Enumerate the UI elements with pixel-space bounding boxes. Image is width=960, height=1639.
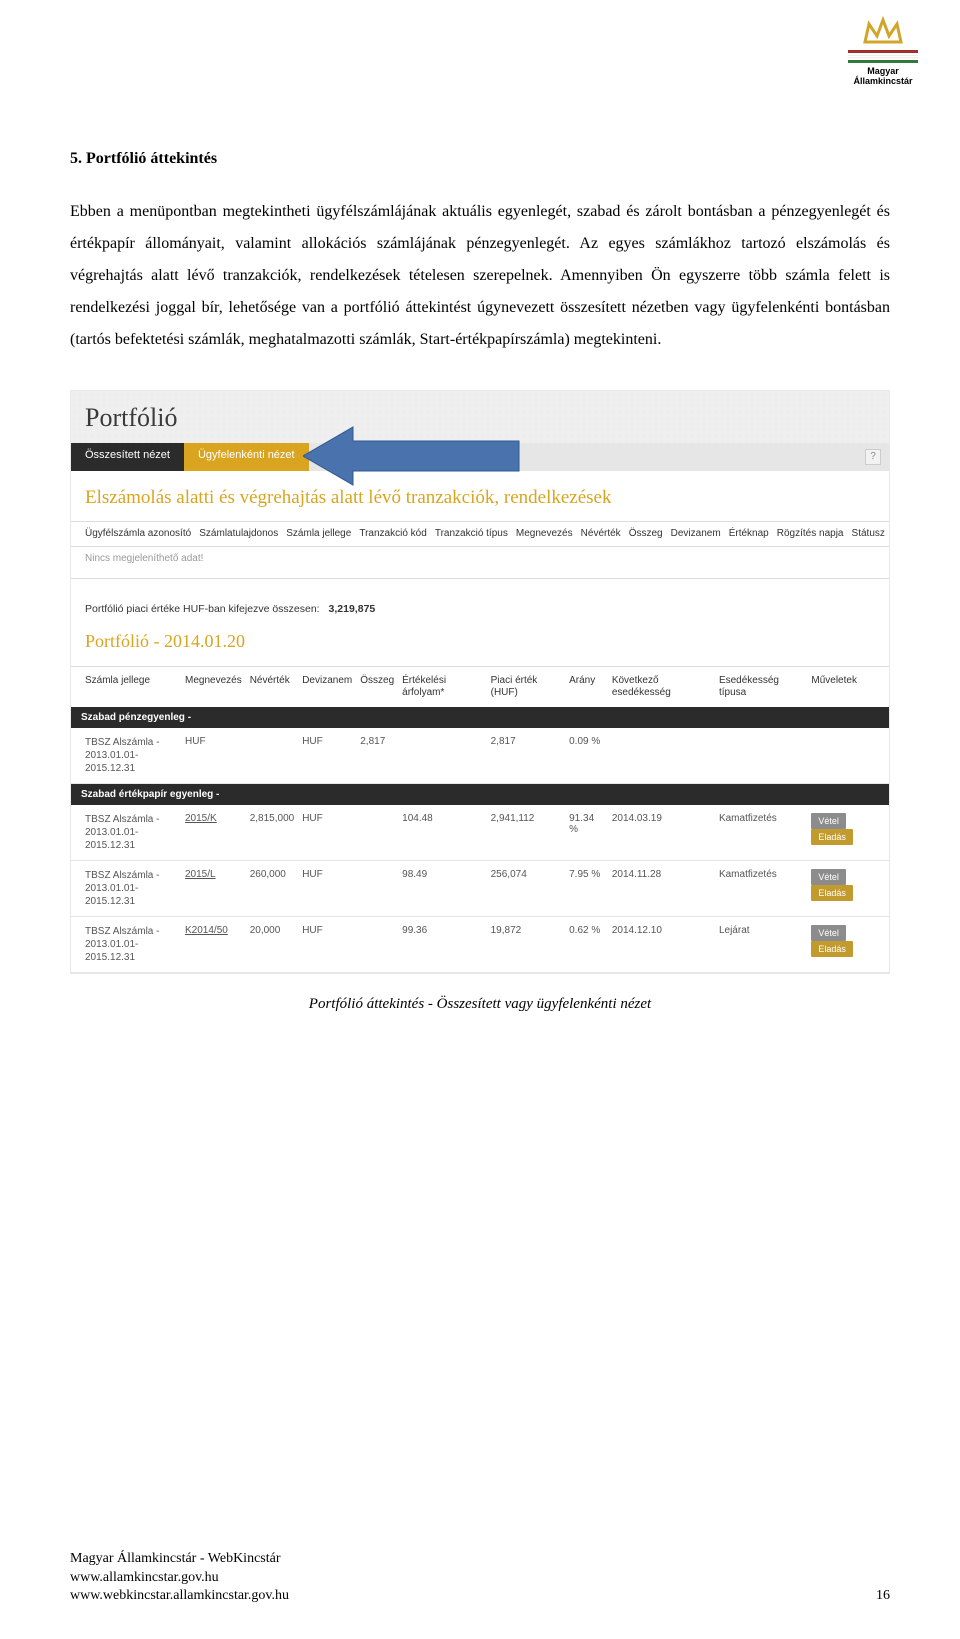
page-footer: Magyar Államkincstár - WebKincstár www.a… bbox=[70, 1550, 890, 1605]
portfolio-total: Portfólió piaci értéke HUF-ban kifejezve… bbox=[71, 579, 889, 623]
pf-col-header: Összeg bbox=[356, 667, 398, 708]
tx-col-header: Értéknap bbox=[725, 522, 773, 547]
pf-col-header: Értékelési árfolyam* bbox=[398, 667, 486, 708]
pointer-arrow-icon bbox=[303, 421, 523, 491]
figure-caption: Portfólió áttekintés - Összesített vagy … bbox=[70, 996, 890, 1013]
table-row: TBSZ Alszámla - 2013.01.01-2015.12.31201… bbox=[71, 805, 889, 861]
sell-button[interactable]: Eladás bbox=[811, 941, 853, 957]
section-heading: 5. Portfólió áttekintés bbox=[70, 150, 890, 168]
table-row: TBSZ Alszámla - 2013.01.01-2015.12.31K20… bbox=[71, 917, 889, 973]
buy-button[interactable]: Vétel bbox=[811, 869, 846, 885]
footer-url1: www.allamkincstar.gov.hu bbox=[70, 1569, 890, 1587]
pf-col-header: Megnevezés bbox=[181, 667, 246, 708]
crown-icon bbox=[861, 16, 905, 46]
pf-col-header: Piaci érték (HUF) bbox=[487, 667, 566, 708]
help-icon[interactable]: ? bbox=[865, 449, 881, 465]
portfolio-date-title: Portfólió - 2014.01.20 bbox=[71, 623, 889, 666]
tab-aggregated[interactable]: Összesített nézet bbox=[71, 443, 184, 471]
buy-button[interactable]: Vétel bbox=[811, 813, 846, 829]
table-row: TBSZ Alszámla - 2013.01.01-2015.12.31HUF… bbox=[71, 728, 889, 784]
pf-col-header: Arány bbox=[565, 667, 608, 708]
tx-col-header: Tranzakció típus bbox=[431, 522, 512, 547]
footer-org: Magyar Államkincstár - WebKincstár bbox=[70, 1550, 890, 1568]
flag-bars bbox=[848, 50, 918, 63]
tx-col-header: Ügyfélszámla azonosító bbox=[71, 522, 195, 547]
group-header: Szabad pénzegyenleg - bbox=[71, 707, 889, 728]
pf-col-header: Esedékesség típusa bbox=[715, 667, 807, 708]
buy-button[interactable]: Vétel bbox=[811, 925, 846, 941]
tx-col-header: Számla jellege bbox=[282, 522, 355, 547]
group-header: Szabad értékpapír egyenleg - bbox=[71, 784, 889, 806]
table-row: TBSZ Alszámla - 2013.01.01-2015.12.31201… bbox=[71, 861, 889, 917]
pf-col-header: Névérték bbox=[246, 667, 299, 708]
page-number: 16 bbox=[876, 1587, 890, 1605]
portfolio-screenshot: Portfólió Összesített nézet Ügyfelenként… bbox=[70, 390, 890, 974]
sell-button[interactable]: Eladás bbox=[811, 829, 853, 845]
brand-logo: Magyar Államkincstár bbox=[848, 16, 918, 87]
tx-col-header: Számlatulajdonos bbox=[195, 522, 282, 547]
transactions-table: Ügyfélszámla azonosítóSzámlatulajdonosSz… bbox=[71, 521, 889, 547]
pf-col-header: Műveletek bbox=[807, 667, 889, 708]
tx-col-header: Összeg bbox=[625, 522, 667, 547]
tab-per-client[interactable]: Ügyfelenkénti nézet bbox=[184, 443, 309, 471]
section-paragraph: Ebben a menüpontban megtekintheti ügyfél… bbox=[70, 196, 890, 356]
brand-name: Magyar Államkincstár bbox=[848, 67, 918, 87]
portfolio-table: Számla jellegeMegnevezésNévértékDevizane… bbox=[71, 666, 889, 973]
sell-button[interactable]: Eladás bbox=[811, 885, 853, 901]
tx-col-header: Rögzítés napja bbox=[773, 522, 848, 547]
tx-col-header: Tranzakció kód bbox=[355, 522, 430, 547]
no-data-message: Nincs megjeleníthető adat! bbox=[71, 547, 889, 579]
tx-col-header: Státusz bbox=[848, 522, 889, 547]
tx-col-header: Névérték bbox=[577, 522, 625, 547]
tx-col-header: Megnevezés bbox=[512, 522, 577, 547]
pf-col-header: Következő esedékesség bbox=[608, 667, 715, 708]
pf-col-header: Számla jellege bbox=[71, 667, 181, 708]
pf-col-header: Devizanem bbox=[298, 667, 356, 708]
tx-col-header: Devizanem bbox=[667, 522, 725, 547]
footer-url2: www.webkincstar.allamkincstar.gov.hu bbox=[70, 1587, 890, 1605]
